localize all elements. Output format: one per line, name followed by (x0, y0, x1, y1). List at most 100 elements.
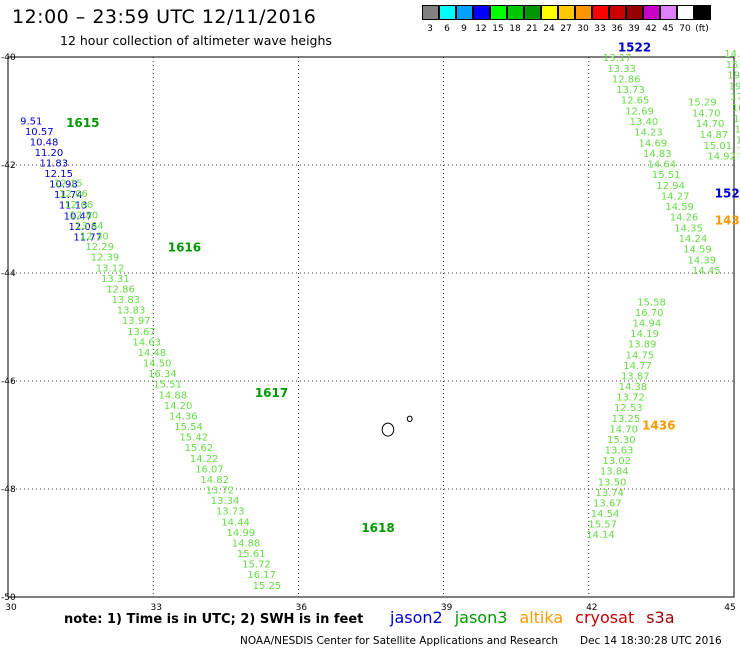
x-tick-label: 45 (724, 603, 735, 613)
swh-value: 12.86 (612, 74, 641, 85)
pass-number: 1435 (715, 213, 740, 227)
pass-number: 1615 (66, 116, 99, 130)
swh-value: 13.17 (603, 53, 632, 64)
legend-swatch (524, 5, 541, 20)
x-tick-label: 30 (5, 603, 17, 613)
swh-value: 14.83 (643, 149, 672, 160)
y-tick-label: -44 (1, 269, 16, 279)
y-tick-label: -42 (1, 161, 16, 171)
pass-number: 1617 (255, 386, 288, 400)
y-tick-label: -40 (1, 53, 16, 63)
swh-value: 14.92 (707, 152, 736, 163)
swh-value: 19.23 (729, 81, 740, 92)
island-outline (406, 415, 413, 422)
swh-value: 15.72 (242, 560, 271, 571)
satellite-jason2: jason2 (390, 608, 443, 627)
swh-value: 11.13 (59, 201, 88, 212)
swh-value: 13.67 (127, 327, 156, 338)
swh-value: 12.06 (69, 222, 98, 233)
legend-label: 39 (628, 24, 640, 34)
pass-number: 1523 (715, 186, 740, 200)
map-frame (7, 56, 735, 598)
swh-value: 14.69 (639, 138, 668, 149)
legend-label: 27 (560, 24, 572, 34)
legend-swatch (660, 5, 677, 20)
swh-value: 12.15 (44, 169, 73, 180)
legend-swatch (456, 5, 473, 20)
swh-value: 14.70 (609, 424, 638, 435)
swh-value: 14.75 (626, 350, 655, 361)
swh-value: 13.12 (96, 263, 125, 274)
swh-value: 15.90 (726, 60, 740, 71)
swh-value: 15.01 (704, 141, 733, 152)
swh-value: 14.87 (700, 130, 729, 141)
swh-value: 13.67 (593, 498, 622, 509)
pass-number: 1522 (618, 41, 651, 55)
swh-value: 13.25 (612, 414, 641, 425)
swh-value: 13.73 (216, 507, 245, 518)
swh-value: 12.29 (85, 242, 114, 253)
x-tick-label: 42 (586, 603, 597, 613)
swh-value: 14.50 (143, 359, 172, 370)
legend-label: 24 (543, 24, 555, 34)
swh-value: 14.38 (619, 382, 648, 393)
swh-value: 14.21 (734, 125, 740, 136)
swh-value: 13.72 (206, 486, 235, 497)
y-tick-label: -50 (1, 593, 16, 603)
swh-value: 14.64 (647, 160, 676, 171)
swh-value: 16.17 (247, 570, 276, 581)
swh-value: 13.97 (122, 316, 151, 327)
footer-credit: NOAA/NESDIS Center for Satellite Applica… (240, 635, 558, 647)
swh-value: 15.62 (185, 443, 214, 454)
satellite-s3a: s3a (646, 608, 675, 627)
swh-value: 16.17 (732, 103, 740, 114)
swh-value: 12.94 (656, 181, 685, 192)
swh-value: 17.78 (730, 92, 740, 103)
swh-value: 14.26 (670, 213, 699, 224)
legend-swatch (609, 5, 626, 20)
legend-label: 70 (679, 24, 691, 34)
units-note: note: 1) Time is in UTC; 2) SWH is in fe… (64, 612, 364, 627)
swh-value: 14.70 (737, 146, 740, 157)
swh-value: 12.86 (106, 284, 135, 295)
swh-value: 15.51 (153, 380, 182, 391)
swh-value: 14.27 (661, 191, 690, 202)
legend-label: 33 (594, 24, 606, 34)
swh-value: 11.83 (39, 159, 68, 170)
swh-value: 13.34 (211, 496, 240, 507)
swh-value: 19.26 (727, 71, 740, 82)
satellite-cryosat: cryosat (575, 608, 635, 627)
pass-number: 1618 (361, 521, 394, 535)
x-tick-label: 33 (150, 603, 161, 613)
swh-value: 14.59 (665, 202, 694, 213)
legend-swatch (694, 5, 711, 20)
legend-swatch (626, 5, 643, 20)
legend-swatch (490, 5, 507, 20)
legend-label: 18 (509, 24, 521, 34)
swh-value: 14.70 (692, 108, 721, 119)
legend-label: 3 (427, 24, 433, 34)
swh-value: 10.47 (64, 211, 93, 222)
swh-value: 14.19 (630, 329, 659, 340)
map-subtitle: 12 hour collection of altimeter wave hei… (60, 33, 332, 48)
swh-value: 13.50 (598, 477, 627, 488)
legend-swatch (507, 5, 524, 20)
swh-value: 14.45 (692, 266, 721, 277)
swh-value: 12.65 (621, 96, 650, 107)
swh-value: 13.89 (628, 340, 657, 351)
swh-value: 14.88 (232, 538, 261, 549)
swh-value: 13.02 (602, 456, 631, 467)
legend-swatch (592, 5, 609, 20)
swh-value: 13.31 (101, 274, 130, 285)
swh-value: 14.23 (634, 128, 663, 139)
swh-value: 10.48 (30, 138, 59, 149)
swh-value: 14.88 (159, 390, 188, 401)
legend-label: 12 (475, 24, 487, 34)
swh-value: 15.58 (637, 297, 666, 308)
swh-value: 10.98 (49, 180, 78, 191)
pass-number: 1616 (168, 240, 201, 254)
swh-value: 14.67 (724, 49, 740, 60)
swh-value: 16.34 (148, 369, 177, 380)
legend-swatch (422, 5, 439, 20)
